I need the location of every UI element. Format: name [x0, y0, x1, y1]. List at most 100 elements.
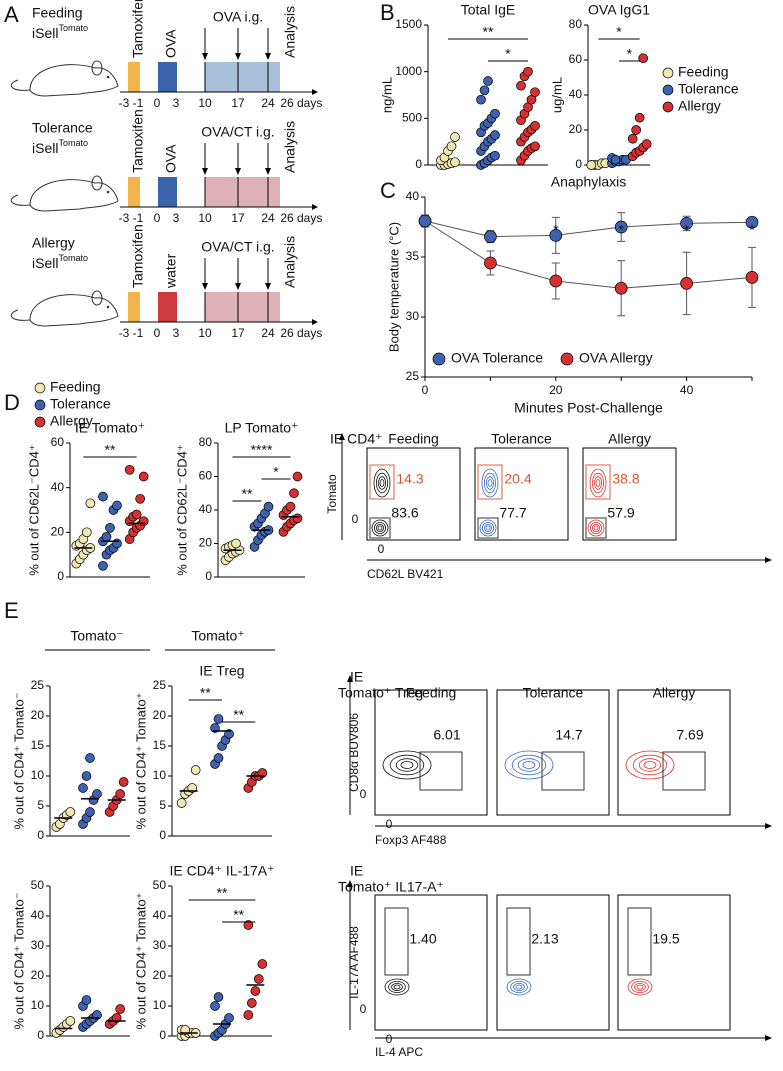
gate: [506, 907, 531, 976]
strain-sup: Tomato: [58, 23, 88, 33]
flow-plot-frame: [617, 894, 731, 1031]
significance-label: **: [217, 885, 228, 901]
step1-label: Tamoxifen: [130, 224, 146, 288]
y-tick-label: 10: [153, 998, 167, 1012]
contour: [485, 525, 491, 531]
y-tick-label: 30: [31, 938, 45, 952]
significance-label: *: [553, 222, 559, 238]
y-axis-label: % out of CD62L⁻CD4⁺: [174, 444, 189, 576]
contour: [627, 978, 653, 996]
step2-box: [158, 292, 177, 322]
y-axis-label: % out of CD62L⁻CD4⁺: [26, 444, 41, 576]
legend-label: OVA Allergy: [579, 350, 653, 366]
data-point: [614, 220, 628, 234]
legend-label: Feeding: [50, 379, 101, 395]
end-label: Analysis: [282, 6, 298, 58]
zero-label: 0: [360, 1002, 367, 1016]
data-point: [610, 154, 621, 165]
significance-label: **: [233, 707, 244, 723]
gate-value: 77.7: [499, 505, 526, 521]
y-tick-label: 20: [153, 968, 167, 982]
arrow-head: [202, 283, 208, 290]
contour: [487, 479, 493, 487]
strain-label: iSellTomato: [32, 253, 88, 270]
flow-title: IE: [350, 863, 363, 879]
x-tick-label: 0: [422, 383, 429, 397]
y-axis-label: % out of CD4⁺ Tomato⁺: [133, 692, 148, 829]
day-unit: days: [297, 96, 322, 110]
y-axis-label: ng/mL: [379, 77, 394, 113]
flow-plot-frame: [366, 447, 461, 541]
step2-box: [158, 62, 177, 92]
y-tick-label: 500: [402, 111, 422, 125]
flow-plot-frame: [496, 894, 610, 1031]
arrow-head: [235, 168, 241, 175]
day-label: 0: [154, 96, 161, 110]
gate-value: 7.69: [676, 727, 703, 743]
y-tick-label: 0: [575, 157, 582, 171]
mouse: [10, 179, 119, 212]
y-axis-label: % out of CD4⁺ Tomato⁻: [11, 892, 26, 1029]
y-tick-label: 40: [199, 502, 213, 516]
gavage-box: [205, 292, 280, 322]
legend-marker: [34, 416, 46, 428]
y-axis-label: ug/mL: [549, 77, 564, 113]
data-point: [549, 274, 563, 288]
data-point: [85, 807, 95, 817]
arrow-head: [265, 283, 271, 290]
y-tick-label: 0: [415, 157, 422, 171]
y-tick-label: 20: [31, 968, 45, 982]
y-axis-label: % out of CD4⁺ Tomato⁺: [133, 892, 148, 1029]
day-label: 17: [231, 326, 245, 340]
contour: [483, 524, 492, 533]
mouse-eye: [106, 305, 110, 309]
data-point: [490, 108, 500, 119]
legend-marker: [432, 352, 446, 366]
contour: [481, 468, 499, 498]
y-tick-label: 0: [57, 569, 64, 583]
data-point: [138, 471, 149, 482]
zero-label: 0: [360, 787, 367, 801]
data-point: [530, 120, 540, 131]
arrow-head: [312, 204, 318, 210]
contour: [506, 978, 532, 996]
arrow-head: [347, 880, 353, 887]
gate: [369, 517, 391, 539]
data-point: [131, 509, 142, 520]
arrow-head: [312, 89, 318, 95]
day-unit: days: [297, 211, 322, 225]
data-point: [446, 141, 457, 152]
data-point: [292, 471, 303, 482]
end-label: Analysis: [282, 121, 298, 173]
y-tick-label: 50: [153, 878, 167, 892]
contour: [643, 761, 657, 769]
column-heading: Allergy: [608, 431, 651, 447]
group-label: Tolerance: [32, 120, 93, 136]
gate-value: 83.6: [391, 505, 418, 521]
day-label: 10: [198, 326, 212, 340]
data-point: [85, 498, 96, 509]
data-point: [641, 139, 652, 149]
data-point: [614, 281, 628, 295]
x-axis-label: IL-4 APC: [375, 1045, 423, 1059]
data-point: [292, 513, 303, 524]
data-point: [523, 66, 533, 77]
data-point: [631, 125, 642, 135]
data-point: [65, 807, 76, 817]
legend-label: Tolerance: [678, 81, 739, 97]
data-point: [210, 1001, 220, 1011]
y-axis-label: Tomato: [325, 474, 339, 514]
contour: [513, 983, 525, 992]
data-point: [530, 87, 540, 98]
y-tick-label: 10: [31, 998, 45, 1012]
y-tick-label: 5: [37, 798, 44, 812]
contour: [479, 519, 497, 537]
day-label: -1: [133, 96, 144, 110]
day-label: -3: [119, 326, 130, 340]
gavage-label: OVA i.g.: [213, 9, 263, 25]
y-tick-label: 10: [31, 768, 45, 782]
data-point: [253, 974, 264, 984]
data-point: [112, 500, 122, 511]
gate-value: 38.8: [612, 471, 639, 487]
day-label: 3: [173, 326, 180, 340]
